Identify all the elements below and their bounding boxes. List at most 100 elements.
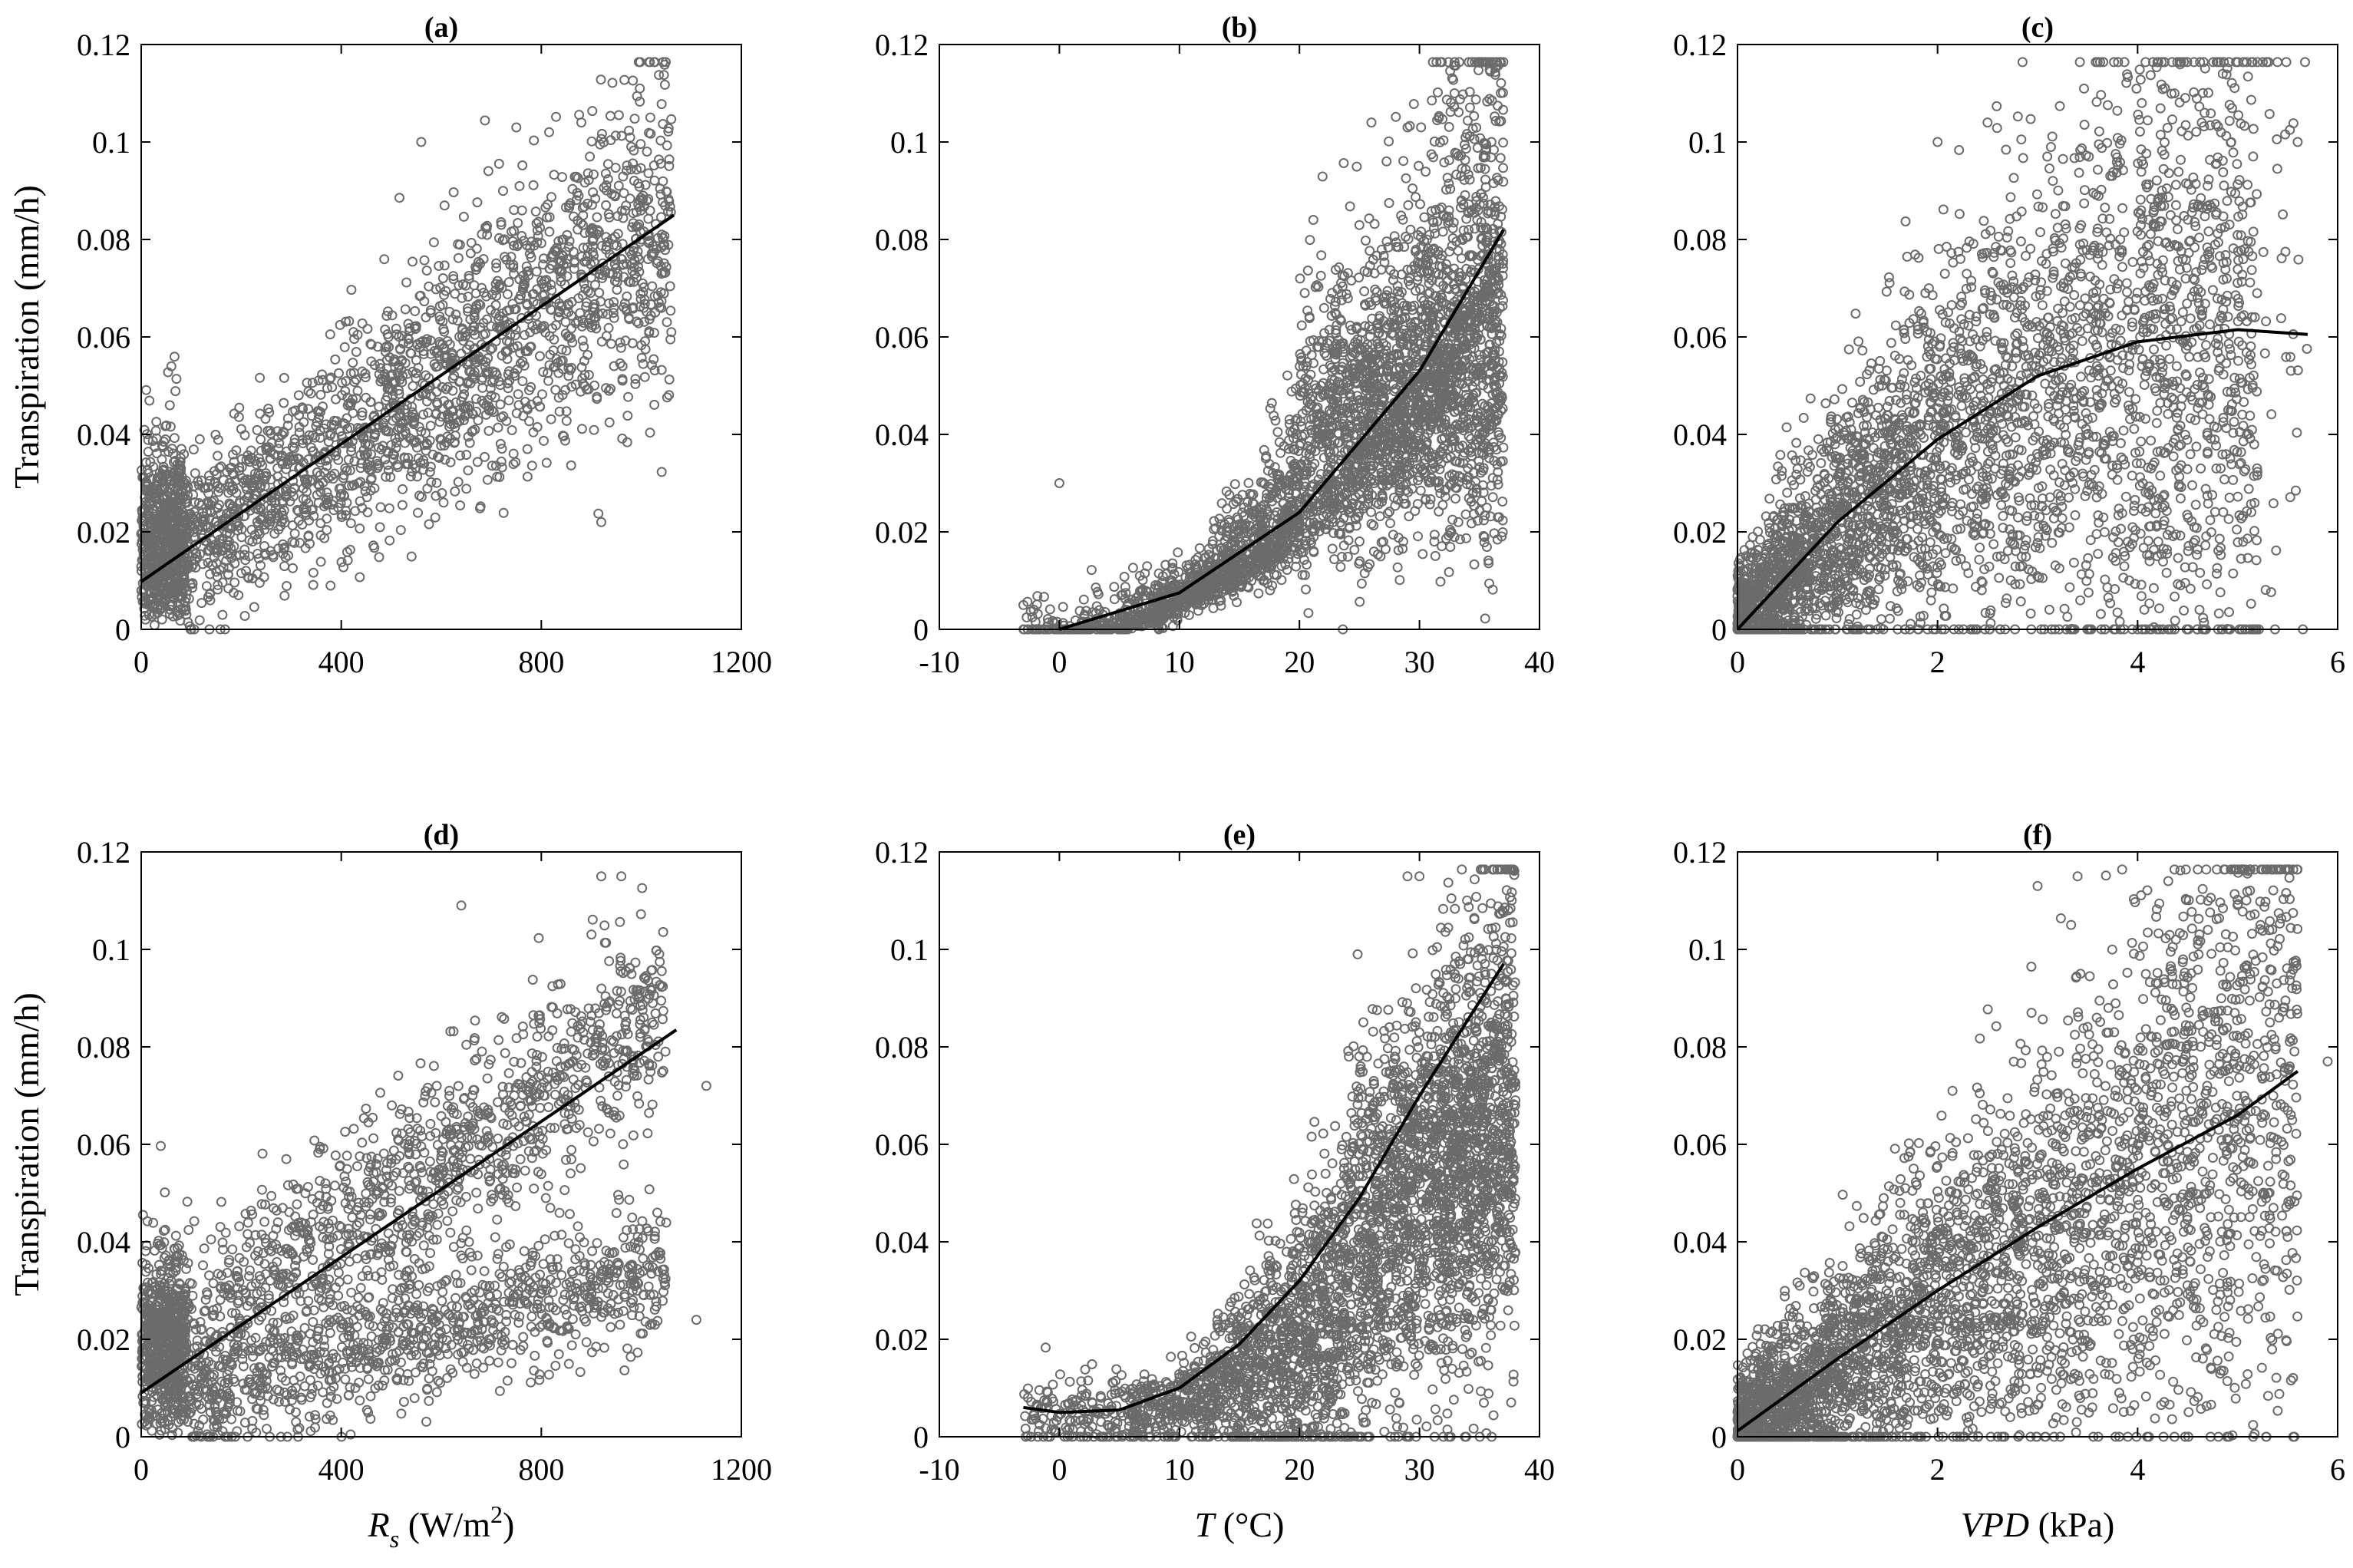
data-point bbox=[539, 435, 549, 446]
data-point bbox=[1384, 136, 1394, 147]
data-point bbox=[514, 180, 525, 191]
data-point bbox=[255, 408, 266, 419]
data-point bbox=[613, 110, 624, 120]
data-point bbox=[498, 186, 508, 196]
data-point bbox=[596, 128, 607, 139]
data-point bbox=[608, 308, 619, 319]
data-point bbox=[1270, 415, 1281, 426]
data-point bbox=[256, 434, 266, 444]
data-point bbox=[463, 465, 474, 476]
data-point bbox=[477, 229, 487, 239]
data-point bbox=[666, 114, 677, 124]
data-point bbox=[1366, 507, 1376, 517]
data-point bbox=[210, 429, 221, 440]
data-point bbox=[1272, 427, 1283, 437]
data-point bbox=[450, 397, 461, 408]
data-point bbox=[194, 434, 205, 444]
data-point bbox=[619, 188, 629, 199]
data-point bbox=[513, 389, 523, 400]
data-point bbox=[658, 70, 669, 81]
data-point bbox=[424, 467, 435, 477]
data-point bbox=[343, 454, 354, 465]
data-point bbox=[461, 484, 472, 494]
data-point bbox=[615, 337, 625, 348]
data-point bbox=[603, 209, 614, 220]
data-point bbox=[400, 304, 411, 315]
data-point bbox=[502, 289, 513, 299]
data-point bbox=[647, 281, 658, 292]
data-point bbox=[213, 584, 223, 595]
y-tick-label: 0.02 bbox=[77, 515, 130, 550]
data-point bbox=[617, 375, 628, 386]
data-point bbox=[551, 111, 561, 122]
data-point bbox=[1295, 273, 1305, 284]
data-point bbox=[416, 137, 427, 147]
data-point bbox=[345, 518, 356, 529]
data-point bbox=[1194, 543, 1205, 553]
data-point bbox=[1316, 250, 1327, 261]
data-point bbox=[610, 163, 621, 173]
data-point bbox=[345, 368, 356, 378]
data-point bbox=[1266, 398, 1277, 408]
data-point bbox=[1044, 604, 1055, 615]
data-point bbox=[510, 330, 520, 341]
data-point bbox=[362, 324, 373, 334]
data-point bbox=[434, 261, 444, 271]
x-tick-label: 400 bbox=[318, 645, 365, 679]
data-point bbox=[322, 460, 332, 471]
data-point bbox=[471, 394, 481, 404]
data-point bbox=[503, 277, 514, 288]
data-point bbox=[544, 127, 554, 137]
data-point bbox=[1216, 498, 1227, 509]
data-point bbox=[665, 281, 675, 292]
data-point bbox=[648, 160, 659, 170]
data-point bbox=[633, 318, 644, 328]
data-point bbox=[141, 385, 151, 395]
data-point bbox=[434, 417, 445, 427]
data-point bbox=[615, 358, 625, 368]
data-point bbox=[658, 119, 668, 129]
data-point bbox=[260, 414, 271, 424]
data-point bbox=[306, 411, 317, 421]
data-point bbox=[1444, 121, 1454, 132]
data-point bbox=[464, 437, 475, 448]
data-point bbox=[649, 399, 660, 410]
data-point bbox=[643, 168, 654, 179]
data-point bbox=[346, 285, 357, 295]
data-point bbox=[201, 581, 212, 592]
data-point bbox=[508, 459, 519, 470]
data-point bbox=[453, 477, 464, 487]
y-tick-label: 0 bbox=[115, 612, 130, 647]
y-tick-label: 0.08 bbox=[77, 223, 130, 257]
data-point bbox=[438, 497, 449, 508]
data-point bbox=[1394, 575, 1405, 586]
data-point bbox=[1296, 320, 1307, 331]
data-point bbox=[473, 415, 483, 426]
data-point bbox=[522, 444, 533, 454]
data-point bbox=[498, 507, 509, 518]
data-point bbox=[425, 421, 436, 431]
data-point bbox=[601, 200, 612, 210]
data-point bbox=[405, 471, 416, 482]
data-point bbox=[665, 334, 676, 345]
data-point bbox=[1276, 575, 1287, 586]
data-point bbox=[1359, 286, 1370, 296]
data-point bbox=[1308, 215, 1318, 225]
data-point bbox=[322, 513, 332, 524]
data-point bbox=[252, 424, 262, 435]
data-point bbox=[630, 374, 641, 385]
data-point bbox=[664, 375, 675, 385]
data-point bbox=[639, 299, 650, 309]
data-point bbox=[543, 375, 553, 386]
data-point bbox=[384, 503, 394, 513]
data-point bbox=[1299, 288, 1310, 299]
data-point bbox=[493, 158, 504, 169]
data-point bbox=[282, 421, 293, 431]
y-tick-label: 0.12 bbox=[77, 28, 130, 62]
data-point bbox=[480, 451, 490, 462]
data-point bbox=[176, 444, 186, 454]
data-point bbox=[622, 411, 633, 421]
data-point bbox=[642, 147, 652, 157]
data-point bbox=[563, 371, 574, 381]
